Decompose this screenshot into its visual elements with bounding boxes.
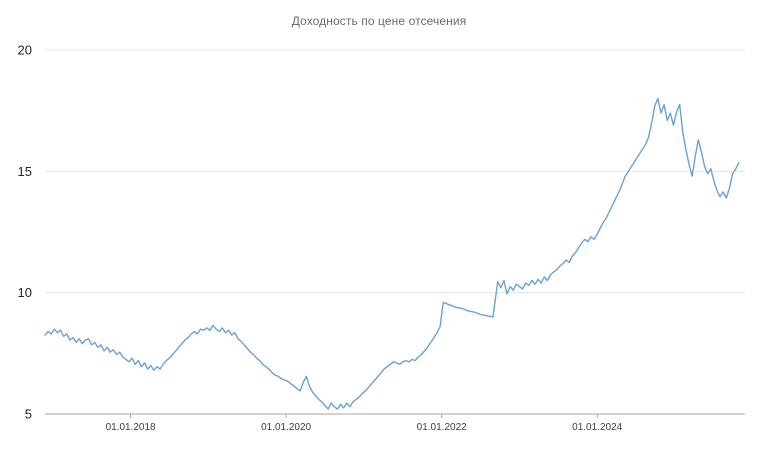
chart-title: Доходность по цене отсечения [291,14,467,28]
y-tick-label: 20 [18,43,32,58]
x-tick-label: 01.01.2018 [106,422,156,433]
x-tick-label: 01.01.2020 [261,422,311,433]
y-tick-label: 5 [25,407,32,422]
series-line [44,97,740,410]
x-tick-label: 01.01.2024 [572,422,622,433]
x-tick-label: 01.01.2022 [417,422,467,433]
y-tick-label: 10 [18,285,32,300]
y-tick-label: 15 [18,164,32,179]
